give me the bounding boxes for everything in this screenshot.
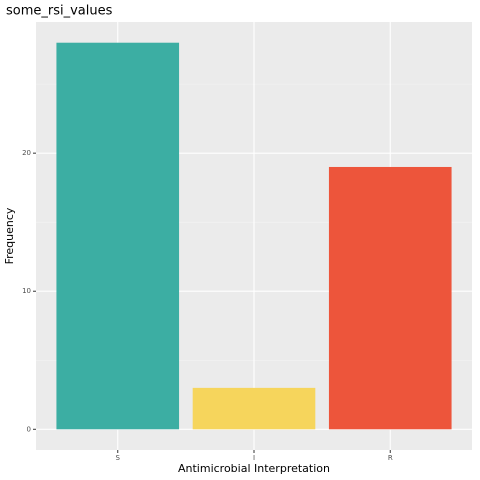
chart-title: some_rsi_values bbox=[6, 4, 113, 19]
y-tick-label: 10 bbox=[22, 287, 31, 295]
x-axis-title: Antimicrobial Interpretation bbox=[178, 462, 330, 475]
bar bbox=[192, 387, 316, 430]
x-tick-label: S bbox=[116, 454, 121, 462]
bar bbox=[328, 166, 452, 430]
y-tick-label: 0 bbox=[27, 425, 31, 433]
x-tick-label: R bbox=[388, 454, 393, 462]
bar bbox=[56, 42, 180, 430]
x-tick-label: I bbox=[253, 454, 255, 462]
y-tick-label: 20 bbox=[22, 149, 31, 157]
y-axis-title: Frequency bbox=[3, 207, 16, 264]
